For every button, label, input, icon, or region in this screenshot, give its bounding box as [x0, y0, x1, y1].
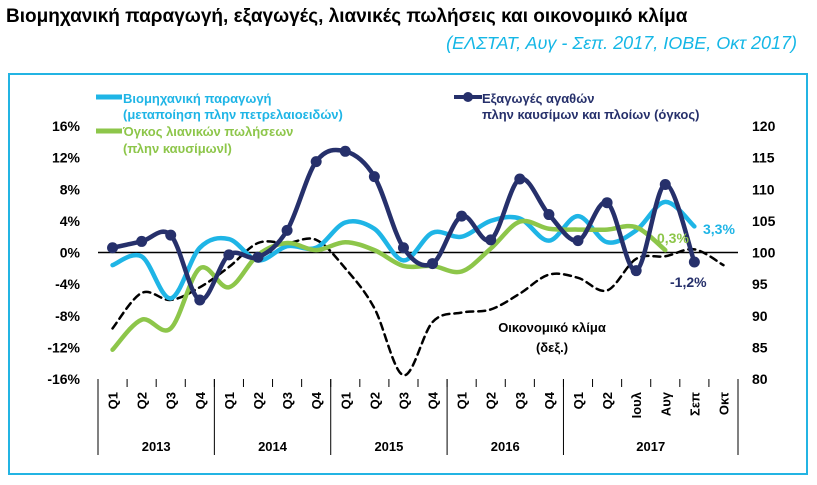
value-label-retail: 0,3%: [657, 230, 689, 246]
x-category-label: Q2: [251, 392, 266, 409]
series-exports-point: [339, 145, 351, 157]
series-exports-point: [310, 156, 322, 168]
chart-frame: [8, 73, 808, 475]
y-right-tick-label: 100: [752, 245, 776, 261]
y-left-tick-label: -8%: [55, 308, 80, 324]
series-exports-point: [572, 235, 584, 247]
series-exports-point: [368, 171, 380, 183]
series-climate-line: [111, 237, 725, 377]
y-left-tick-label: -12%: [47, 339, 80, 355]
x-category-label: Q4: [193, 391, 208, 409]
y-left-tick-label: 12%: [52, 150, 81, 166]
series-exports-point: [514, 173, 526, 185]
y-right-tick-label: 85: [752, 339, 768, 355]
x-category-label: Q2: [484, 392, 499, 409]
year-label: 2014: [258, 439, 288, 454]
x-category-label: Σεπ: [687, 392, 702, 416]
x-category-label: Ιουλ: [629, 391, 644, 418]
y-right-tick-label: 95: [752, 276, 768, 292]
legend-industrial-sublabel: (μεταποίηση πλην πετρελαιοειδών): [123, 107, 343, 122]
y-right-tick-label: 105: [752, 213, 776, 229]
y-right-tick-label: 80: [752, 371, 768, 387]
legend-exports-sublabel: πλην καυσίμων και πλοίων (όγκος): [482, 107, 699, 122]
series-exports-point: [427, 258, 439, 270]
series-exports-point: [543, 209, 555, 221]
x-category-label: Αυγ: [658, 391, 673, 416]
y-right-tick-label: 90: [752, 308, 768, 324]
x-category-label: Q3: [513, 392, 528, 409]
x-category-label: Q2: [600, 392, 615, 409]
y-right-tick-label: 110: [752, 181, 775, 197]
legend-climate-sublabel: (δεξ.): [536, 340, 568, 355]
x-category-label: Q3: [280, 392, 295, 409]
legend-exports-label: Εξαγωγές αγαθών: [482, 91, 594, 106]
series-retail-line: [110, 218, 668, 352]
y-left-tick-label: 4%: [60, 213, 81, 229]
x-category-label: Q3: [164, 392, 179, 409]
x-category-label: Q1: [106, 392, 121, 409]
series-exports-point: [630, 265, 642, 277]
x-category-label: Q2: [367, 392, 382, 409]
series-exports-point: [659, 179, 671, 191]
x-category-label: Q4: [426, 391, 441, 409]
year-label: 2013: [142, 439, 171, 454]
x-category-label: Οκτ: [716, 392, 731, 415]
series-industrial-line: [110, 199, 697, 301]
legend-exports-marker: [463, 92, 473, 102]
series-exports-point: [485, 234, 497, 246]
x-category-label: Q3: [396, 392, 411, 409]
legend-climate-label: Οικονομικό κλίμα: [498, 320, 606, 335]
series-exports-point: [223, 249, 235, 261]
y-left-tick-label: 0%: [60, 245, 81, 261]
x-category-label: Q1: [571, 392, 586, 409]
y-right-tick-label: 115: [752, 150, 775, 166]
y-left-tick-label: 16%: [52, 118, 81, 134]
chart-subtitle: (ΕΛΣΤΑΤ, Αυγ - Σεπ. 2017, ΙΟΒΕ, Οκτ 2017…: [446, 33, 797, 53]
series-exports-point: [397, 242, 409, 254]
legend-retail-sublabel: (πλην καυσίμωνl): [123, 141, 232, 156]
year-label: 2017: [636, 439, 665, 454]
y-left-tick-label: -16%: [47, 371, 80, 387]
series-exports-line: [110, 147, 697, 303]
series-exports-point: [194, 294, 206, 306]
series-exports-point: [281, 224, 293, 236]
series-exports-point: [601, 197, 613, 209]
year-label: 2015: [374, 439, 403, 454]
x-category-label: Q1: [455, 392, 470, 409]
series-exports-point: [107, 242, 119, 254]
chart-title: Βιομηχανική παραγωγή, εξαγωγές, λιανικές…: [6, 6, 688, 27]
series-exports-point: [456, 210, 468, 222]
series-exports-point: [136, 235, 148, 247]
labels-layer: 3,3% 0,3% -1,2%: [657, 221, 735, 290]
series-exports-point: [165, 229, 177, 241]
legend: Βιομηχανική παραγωγή (μεταποίηση πλην πε…: [96, 91, 699, 355]
y-left-tick-label: -4%: [55, 276, 80, 292]
y-right-tick-label: 120: [752, 118, 776, 134]
y-left-tick-label: 8%: [60, 181, 81, 197]
series-exports-point: [688, 256, 700, 268]
x-category-label: Q1: [338, 392, 353, 409]
value-label-exports: -1,2%: [670, 274, 707, 290]
x-category-label: Q2: [135, 392, 150, 409]
axes: -16% -12% -8% -4% 0% 4% 8% 12% 16% 80 85 90 95 100 105…: [47, 118, 776, 455]
legend-industrial-label: Βιομηχανική παραγωγή: [123, 91, 272, 106]
series-layer: [107, 145, 725, 377]
series-exports-point: [252, 251, 264, 263]
x-category-label: Q4: [309, 391, 324, 409]
year-label: 2016: [491, 439, 520, 454]
legend-retail-label: Όγκος λιανικών πωλήσεων: [122, 124, 293, 139]
value-label-industrial: 3,3%: [703, 221, 735, 237]
x-category-label: Q1: [222, 392, 237, 409]
x-category-label: Q4: [542, 391, 557, 409]
